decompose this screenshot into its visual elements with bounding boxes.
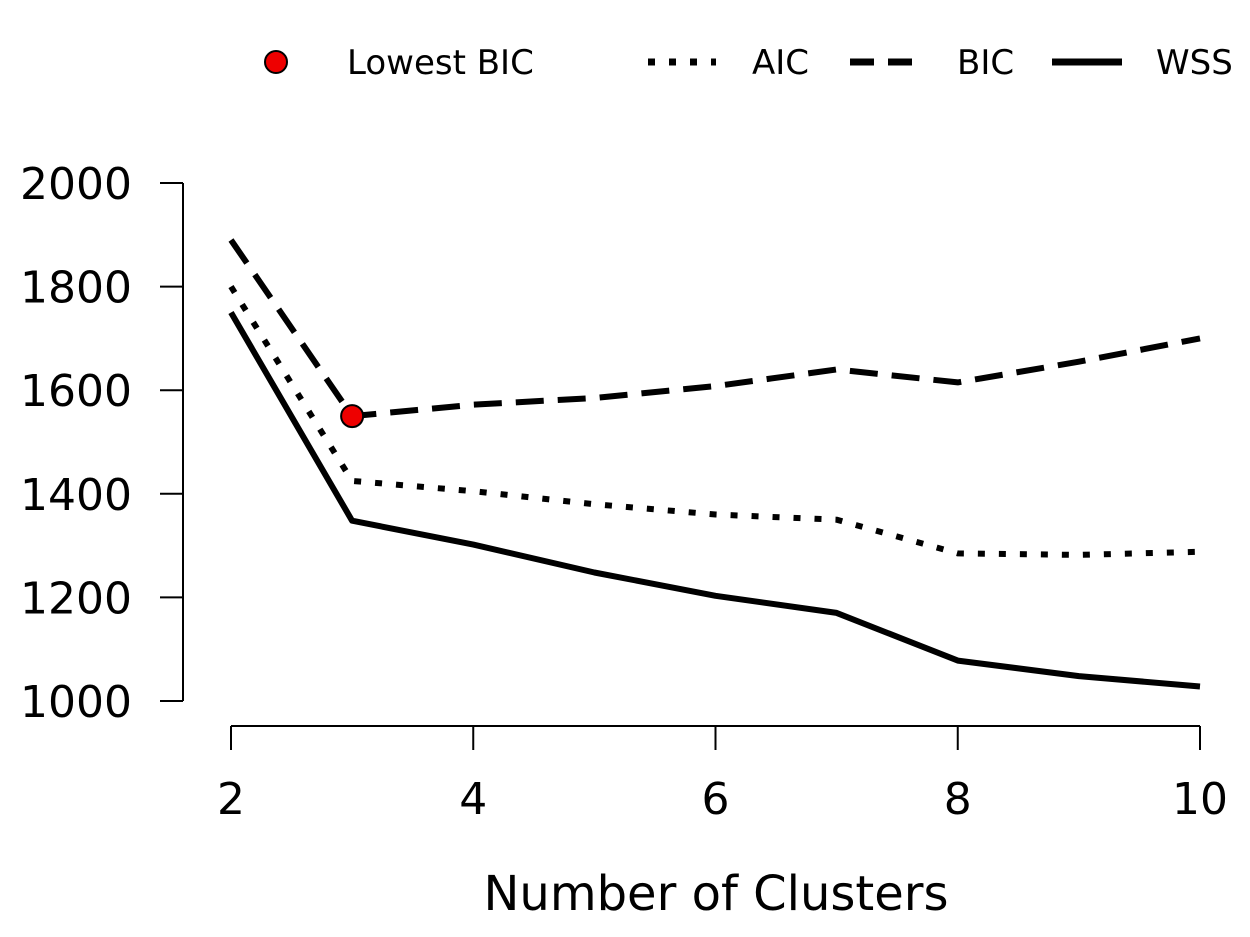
x-tick-label: 10 — [1172, 774, 1228, 825]
y-axis-ticks: 1000 1200 1400 1600 1800 2000 — [20, 159, 183, 728]
series-wss-line — [228, 310, 1201, 690]
x-tick-label: 2 — [217, 774, 245, 825]
y-tick-label: 2000 — [20, 159, 132, 210]
y-tick-label: 1200 — [20, 573, 132, 624]
legend-aic-label: AIC — [752, 43, 809, 83]
lowest-bic-point — [340, 404, 365, 429]
legend-bic-label: BIC — [957, 43, 1014, 83]
x-axis: 2 4 6 8 10 — [217, 725, 1228, 825]
y-tick-label: 1800 — [20, 263, 132, 314]
series-layer — [228, 238, 1201, 690]
y-axis: 1000 1200 1400 1600 1800 2000 — [20, 159, 184, 728]
series-aic-line — [228, 285, 1201, 558]
y-tick-label: 1400 — [20, 470, 132, 521]
x-axis-title: Number of Clusters — [484, 866, 949, 922]
highlight-layer — [340, 404, 365, 429]
legend: Lowest BIC AIC BIC WSS — [264, 43, 1233, 83]
series-bic-line — [228, 238, 1201, 420]
legend-wss-label: WSS — [1156, 43, 1233, 83]
x-tick-label: 8 — [944, 774, 972, 825]
x-tick-label: 6 — [702, 774, 730, 825]
y-tick-label: 1000 — [20, 677, 132, 728]
y-tick-label: 1600 — [20, 366, 132, 417]
x-tick-label: 4 — [459, 774, 487, 825]
legend-lowest-bic-label: Lowest BIC — [347, 43, 534, 83]
x-axis-ticks: 2 4 6 8 10 — [217, 726, 1228, 825]
legend-lowest-bic-marker — [264, 50, 288, 74]
